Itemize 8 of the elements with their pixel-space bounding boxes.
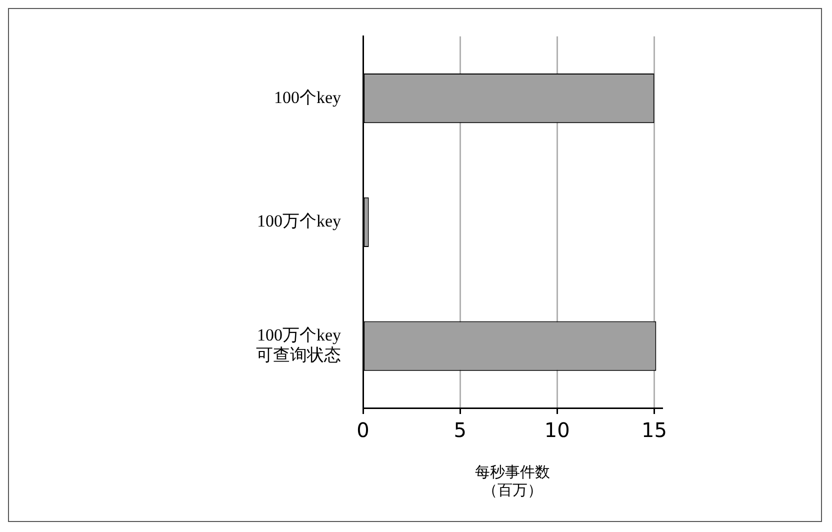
x-tick-label: 0 [356, 418, 370, 442]
y-tick-label: 100个key [274, 88, 342, 107]
y-tick-label: 100万个key [256, 212, 342, 231]
x-tick-label: 5 [454, 418, 466, 442]
x-tick-label: 15 [642, 418, 667, 442]
x-tick-label: 10 [544, 418, 570, 442]
x-axis-title: 每秒事件数（百万） [475, 462, 550, 499]
y-tick-label: 100万个key 可查询状态 [256, 325, 342, 365]
